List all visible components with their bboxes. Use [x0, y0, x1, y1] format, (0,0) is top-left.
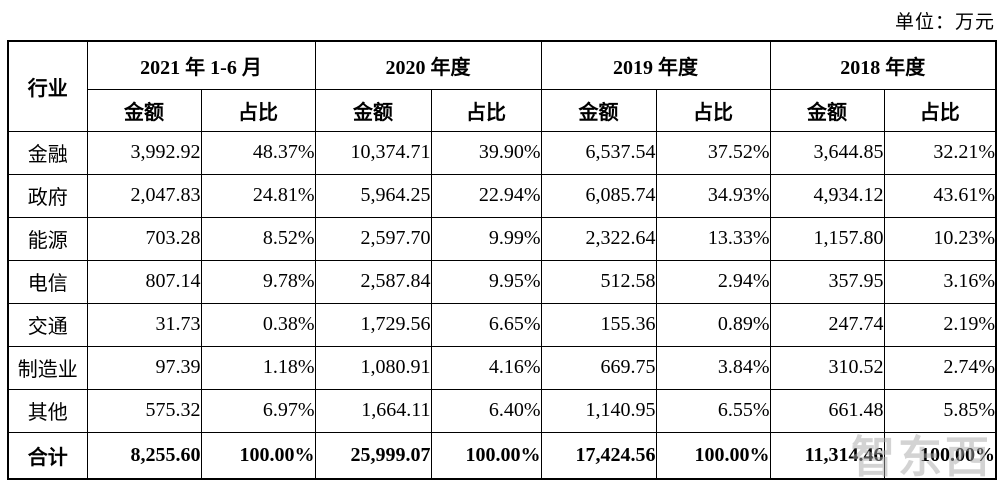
ratio-cell: 22.94%	[430, 173, 542, 218]
table-row: 制造业 97.39 1.18% 1,080.91 4.16% 669.75 3.84% 310…	[7, 345, 997, 390]
amount-cell: 575.32	[86, 388, 202, 433]
corner-header-industry: 行业	[7, 40, 88, 132]
ratio-cell: 100.00%	[883, 431, 997, 480]
subheader-ratio-2018: 占比	[883, 88, 997, 132]
amount-cell: 661.48	[769, 388, 885, 433]
ratio-cell: 6.97%	[200, 388, 316, 433]
industry-label: 制造业	[7, 345, 88, 390]
ratio-cell: 2.74%	[883, 345, 997, 390]
ratio-cell: 9.99%	[430, 216, 542, 261]
ratio-cell: 9.78%	[200, 259, 316, 304]
period-header-2018: 2018 年度	[769, 40, 997, 90]
period-header-2020: 2020 年度	[314, 40, 542, 90]
ratio-cell: 10.23%	[883, 216, 997, 261]
amount-cell: 155.36	[540, 302, 657, 347]
ratio-cell: 39.90%	[430, 130, 542, 175]
industry-label: 能源	[7, 216, 88, 261]
amount-cell: 703.28	[86, 216, 202, 261]
ratio-cell: 24.81%	[200, 173, 316, 218]
ratio-cell: 2.19%	[883, 302, 997, 347]
ratio-cell: 43.61%	[883, 173, 997, 218]
sub-header-row: 金额 占比 金额 占比 金额 占比 金额 占比	[8, 88, 997, 132]
amount-cell: 807.14	[86, 259, 202, 304]
amount-cell: 2,587.84	[314, 259, 432, 304]
ratio-cell: 9.95%	[430, 259, 542, 304]
total-row: 合计 8,255.60 100.00% 25,999.07 100.00% 17,424.…	[7, 431, 997, 480]
amount-cell: 1,080.91	[314, 345, 432, 390]
amount-cell: 1,729.56	[314, 302, 432, 347]
industry-label: 合计	[7, 431, 88, 480]
industry-label: 交通	[7, 302, 88, 347]
industry-label: 金融	[7, 130, 88, 175]
industry-label: 其他	[7, 388, 88, 433]
amount-cell: 247.74	[769, 302, 885, 347]
amount-cell: 31.73	[86, 302, 202, 347]
amount-cell: 310.52	[769, 345, 885, 390]
amount-cell: 97.39	[86, 345, 202, 390]
subheader-amount-2018: 金额	[769, 88, 885, 132]
table-row: 交通 31.73 0.38% 1,729.56 6.65% 155.36 0.89% 247.…	[7, 302, 997, 347]
ratio-cell: 1.18%	[200, 345, 316, 390]
amount-cell: 2,047.83	[86, 173, 202, 218]
amount-cell: 3,644.85	[769, 130, 885, 175]
amount-cell: 6,085.74	[540, 173, 657, 218]
ratio-cell: 0.38%	[200, 302, 316, 347]
amount-cell: 1,140.95	[540, 388, 657, 433]
subheader-ratio-2021: 占比	[200, 88, 316, 132]
amount-cell: 4,934.12	[769, 173, 885, 218]
amount-cell: 5,964.25	[314, 173, 432, 218]
table-row: 金融 3,992.92 48.37% 10,374.71 39.90% 6,537.54 3…	[7, 130, 997, 175]
ratio-cell: 6.55%	[655, 388, 771, 433]
subheader-amount-2020: 金额	[314, 88, 432, 132]
table-row: 电信 807.14 9.78% 2,587.84 9.95% 512.58 2.94% 357…	[7, 259, 997, 304]
amount-cell: 512.58	[540, 259, 657, 304]
amount-cell: 17,424.56	[540, 431, 657, 480]
table-row: 其他 575.32 6.97% 1,664.11 6.40% 1,140.95 6.55% 6…	[7, 388, 997, 433]
table-body: 金融 3,992.92 48.37% 10,374.71 39.90% 6,537.54 3…	[7, 130, 997, 480]
table-header: 行业 2021 年 1-6 月 2020 年度 2019 年度 2018 年度 …	[7, 40, 997, 132]
ratio-cell: 13.33%	[655, 216, 771, 261]
amount-cell: 11,314.46	[769, 431, 885, 480]
industry-label: 电信	[7, 259, 88, 304]
amount-cell: 2,322.64	[540, 216, 657, 261]
subheader-amount-2021: 金额	[86, 88, 202, 132]
period-header-2021: 2021 年 1-6 月	[86, 40, 316, 90]
ratio-cell: 5.85%	[883, 388, 997, 433]
amount-cell: 10,374.71	[314, 130, 432, 175]
ratio-cell: 34.93%	[655, 173, 771, 218]
amount-cell: 25,999.07	[314, 431, 432, 480]
ratio-cell: 48.37%	[200, 130, 316, 175]
period-header-row: 行业 2021 年 1-6 月 2020 年度 2019 年度 2018 年度	[7, 40, 997, 132]
amount-cell: 8,255.60	[86, 431, 202, 480]
subheader-ratio-2019: 占比	[655, 88, 771, 132]
ratio-cell: 100.00%	[200, 431, 316, 480]
ratio-cell: 6.40%	[430, 388, 542, 433]
industry-revenue-table: 行业 2021 年 1-6 月 2020 年度 2019 年度 2018 年度 …	[7, 40, 998, 480]
industry-label: 政府	[7, 173, 88, 218]
ratio-cell: 32.21%	[883, 130, 997, 175]
amount-cell: 6,537.54	[540, 130, 657, 175]
subheader-amount-2019: 金额	[540, 88, 657, 132]
amount-cell: 2,597.70	[314, 216, 432, 261]
amount-cell: 3,992.92	[86, 130, 202, 175]
amount-cell: 357.95	[769, 259, 885, 304]
subheader-ratio-2020: 占比	[430, 88, 542, 132]
table-row: 政府 2,047.83 24.81% 5,964.25 22.94% 6,085.74 34…	[7, 173, 997, 218]
unit-label: 单位：万元	[894, 12, 995, 33]
ratio-cell: 2.94%	[655, 259, 771, 304]
amount-cell: 669.75	[540, 345, 657, 390]
ratio-cell: 4.16%	[430, 345, 542, 390]
amount-cell: 1,157.80	[769, 216, 885, 261]
period-header-2019: 2019 年度	[540, 40, 771, 90]
ratio-cell: 3.84%	[655, 345, 771, 390]
ratio-cell: 100.00%	[430, 431, 542, 480]
ratio-cell: 37.52%	[655, 130, 771, 175]
ratio-cell: 0.89%	[655, 302, 771, 347]
ratio-cell: 8.52%	[200, 216, 316, 261]
ratio-cell: 100.00%	[655, 431, 771, 480]
ratio-cell: 3.16%	[883, 259, 997, 304]
table-row: 能源 703.28 8.52% 2,597.70 9.99% 2,322.64 13.33%…	[7, 216, 997, 261]
amount-cell: 1,664.11	[314, 388, 432, 433]
ratio-cell: 6.65%	[430, 302, 542, 347]
